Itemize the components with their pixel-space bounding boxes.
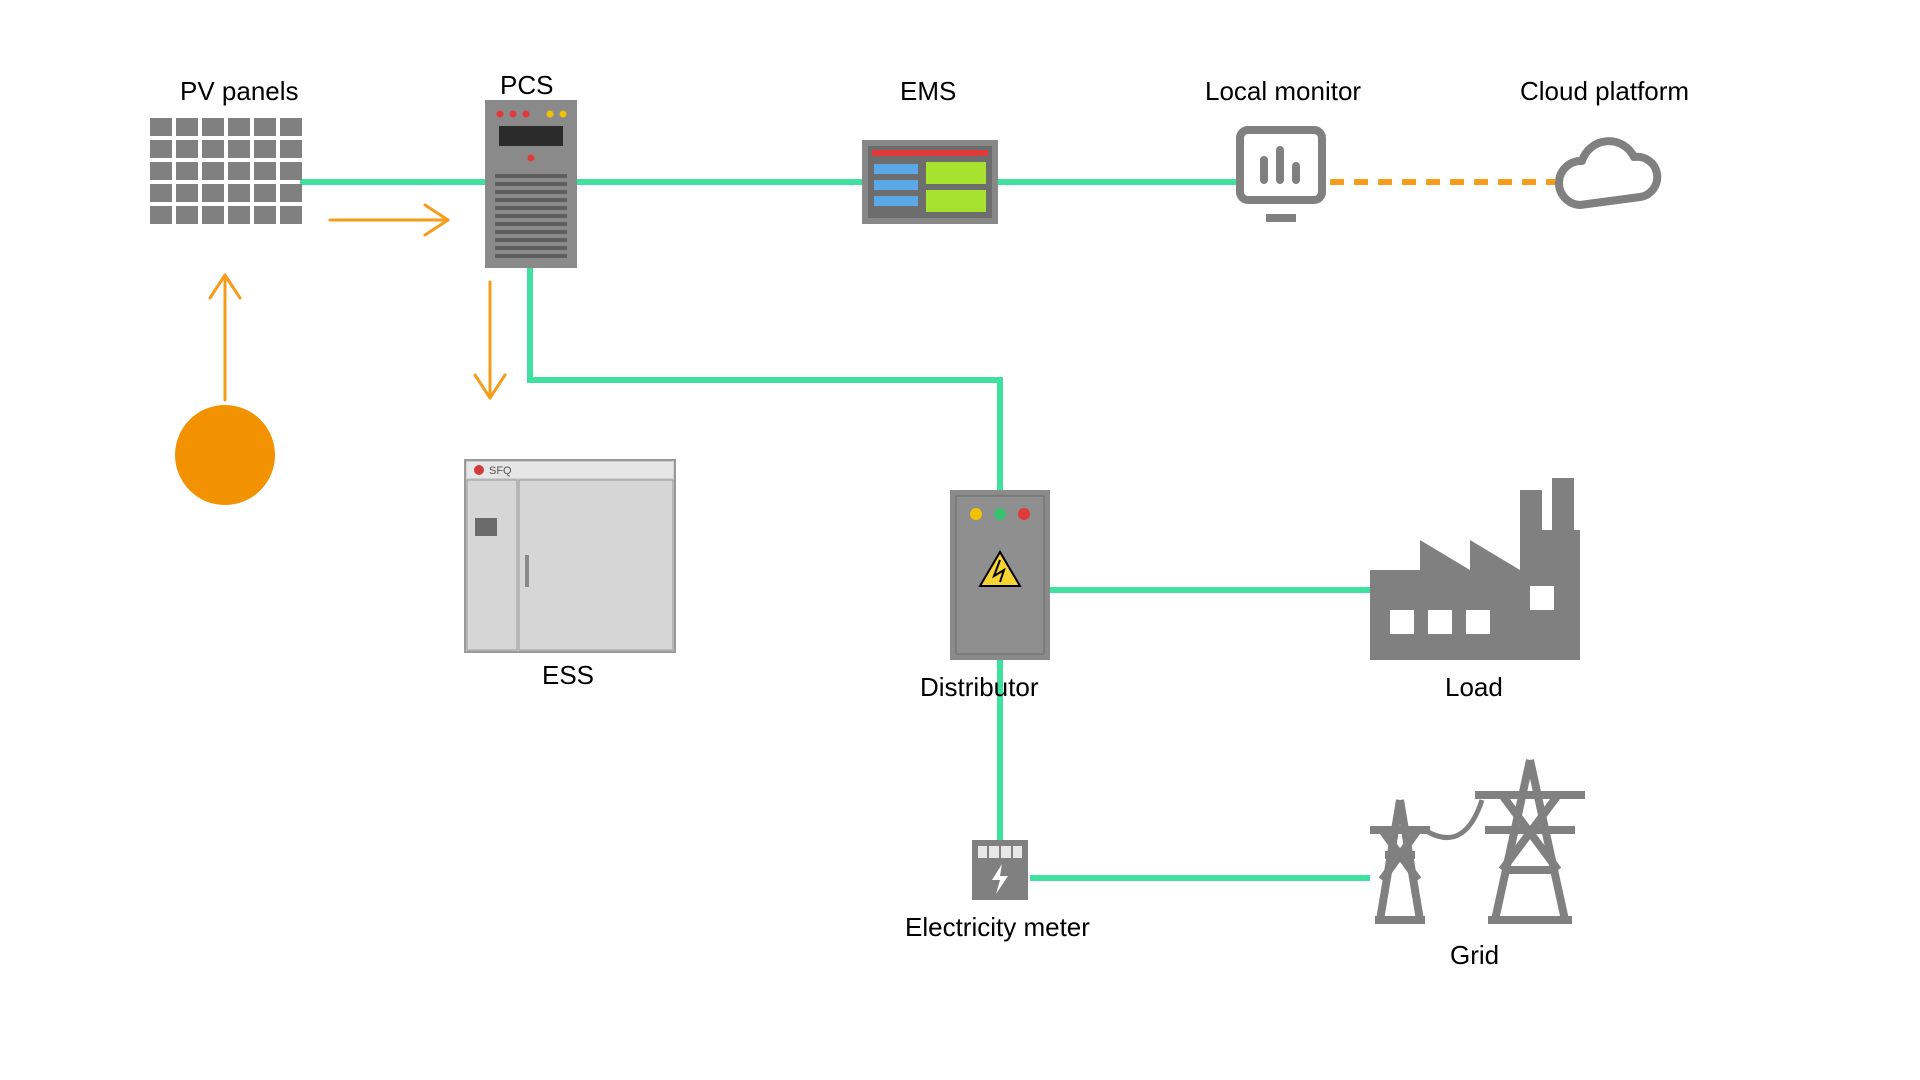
electricity-meter-icon — [972, 840, 1028, 900]
monitor-label: Local monitor — [1205, 76, 1361, 107]
local-monitor-icon — [1240, 130, 1322, 222]
pcs-label: PCS — [500, 70, 553, 101]
ess-label: ESS — [542, 660, 594, 691]
load-icon — [1370, 478, 1580, 660]
ems-label: EMS — [900, 76, 956, 107]
sun-icon — [175, 405, 275, 505]
connections-green — [300, 182, 1370, 878]
distributor-label: Distributor — [920, 672, 1038, 703]
grid-label: Grid — [1450, 940, 1499, 971]
distributor-icon — [950, 490, 1050, 660]
ess-icon: SFQ — [465, 460, 675, 652]
cloud-icon — [1559, 141, 1657, 205]
grid-icon — [1370, 760, 1585, 920]
ems-icon — [862, 140, 998, 224]
load-label: Load — [1445, 672, 1503, 703]
pv-panels-label: PV panels — [180, 76, 299, 107]
arrows-orange — [210, 205, 505, 400]
pcs-icon — [485, 100, 577, 268]
meter-label: Electricity meter — [905, 912, 1090, 943]
cloud-label: Cloud platform — [1520, 76, 1689, 107]
pv-panels-icon — [150, 118, 302, 224]
svg-text:SFQ: SFQ — [489, 465, 512, 477]
